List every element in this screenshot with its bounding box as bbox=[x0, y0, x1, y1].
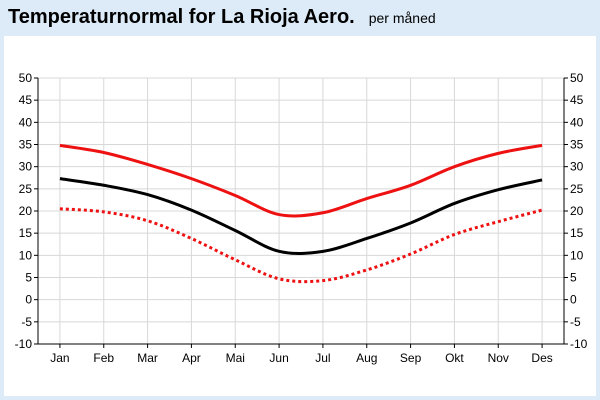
y-tick-label-left: 5 bbox=[25, 271, 32, 285]
y-tick-label-right: 30 bbox=[570, 160, 584, 174]
chart-subtitle: per måned bbox=[368, 10, 436, 26]
y-tick-label-right: 0 bbox=[570, 293, 577, 307]
y-tick-label-right: 10 bbox=[570, 248, 584, 262]
series-line-min bbox=[59, 207, 543, 284]
series-line-max bbox=[59, 143, 543, 218]
x-tick-label: Mar bbox=[137, 351, 158, 365]
y-tick-label-right: 15 bbox=[570, 226, 584, 240]
x-tick-label: Mai bbox=[226, 351, 245, 365]
y-tick-label-left: 15 bbox=[19, 226, 33, 240]
y-tick-label-right: 45 bbox=[570, 93, 584, 107]
x-tick-label: Jun bbox=[269, 351, 288, 365]
y-tick-label-left: 40 bbox=[19, 115, 33, 129]
y-tick-label-left: 10 bbox=[19, 248, 33, 262]
chart-panel: 50 50 45 45 40 40 35 35 30 30 25 25 20 20 15 15 10 10 5 5 0 0… bbox=[4, 36, 596, 396]
y-tick-label-right: 50 bbox=[570, 71, 584, 85]
series-line-mean bbox=[59, 177, 543, 255]
x-tick-label: Okt bbox=[445, 351, 464, 365]
x-tick-label: Aug bbox=[356, 351, 377, 365]
y-tick-label-left: 50 bbox=[19, 71, 33, 85]
y-tick-label-right: 40 bbox=[570, 115, 584, 129]
y-tick-label-right: 25 bbox=[570, 182, 584, 196]
x-tick-label: Nov bbox=[488, 351, 509, 365]
x-tick-label: Apr bbox=[182, 351, 201, 365]
y-tick-label-left: 20 bbox=[19, 204, 33, 218]
y-tick-label-left: 0 bbox=[25, 293, 32, 307]
y-tick-label-left: 45 bbox=[19, 93, 33, 107]
y-tick-label-left: 30 bbox=[19, 160, 33, 174]
y-tick-label-right: 5 bbox=[570, 271, 577, 285]
x-tick-label: Sep bbox=[400, 351, 422, 365]
y-tick-label-left: 35 bbox=[19, 138, 33, 152]
y-tick-label-right: -5 bbox=[570, 315, 581, 329]
x-tick-label: Jul bbox=[315, 351, 330, 365]
x-tick-label: Feb bbox=[93, 351, 114, 365]
y-tick-label-left: -10 bbox=[15, 337, 33, 351]
y-tick-label-left: 25 bbox=[19, 182, 33, 196]
x-tick-label: Jan bbox=[50, 351, 69, 365]
y-tick-label-right: 20 bbox=[570, 204, 584, 218]
chart-title: Temperaturnormal for La Rioja Aero. bbox=[8, 6, 355, 28]
title-row: Temperaturnormal for La Rioja Aero. per … bbox=[8, 6, 436, 32]
y-tick-label-right: 35 bbox=[570, 138, 584, 152]
y-tick-label-left: -5 bbox=[21, 315, 32, 329]
x-tick-label: Des bbox=[531, 351, 552, 365]
y-tick-label-right: -10 bbox=[570, 337, 588, 351]
